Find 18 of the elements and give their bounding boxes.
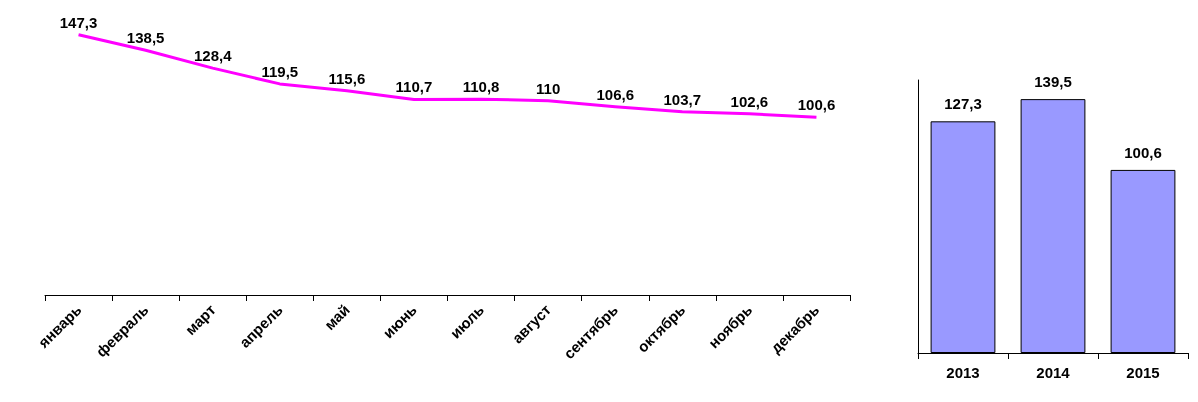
data-label: 103,7 <box>663 90 702 108</box>
data-label: 110,8 <box>462 78 500 96</box>
data-label: 110 <box>536 79 561 97</box>
data-label: 110,7 <box>395 78 433 96</box>
x-tick-label: 2015 <box>1126 364 1160 381</box>
data-label: 119,5 <box>261 62 299 80</box>
data-label: 147,3 <box>59 13 98 31</box>
data-label: 139,5 <box>1034 73 1072 91</box>
data-label: 138,5 <box>126 29 165 47</box>
data-label: 100,6 <box>1124 143 1162 161</box>
x-tick-label: 2013 <box>946 364 980 381</box>
data-label: 127,3 <box>944 95 982 113</box>
data-label: 102,6 <box>730 92 769 110</box>
data-label: 100,6 <box>797 96 836 114</box>
x-tick-label: 2014 <box>1036 364 1071 381</box>
data-label: 106,6 <box>596 85 634 103</box>
data-label: 115,6 <box>328 69 366 87</box>
data-label: 128,4 <box>193 47 233 65</box>
